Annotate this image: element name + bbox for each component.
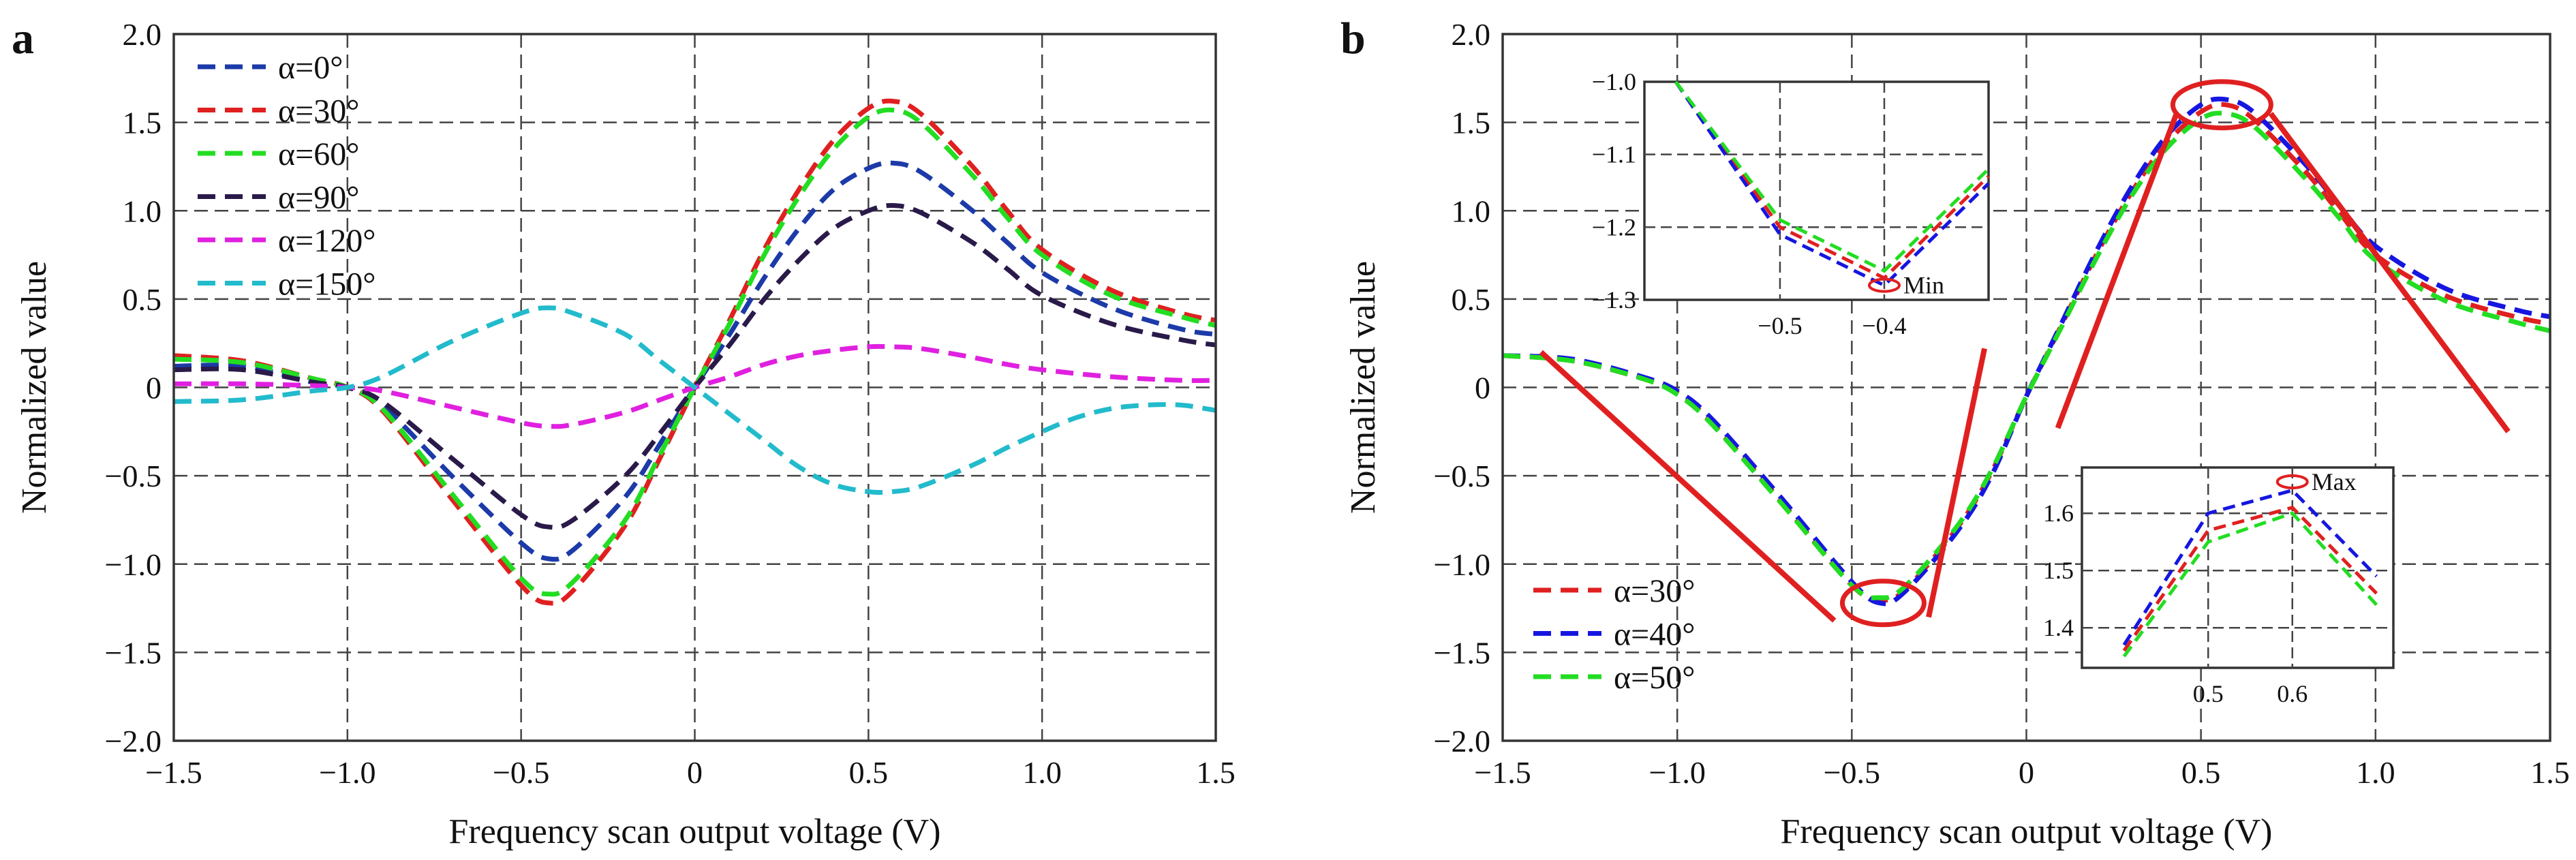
- legend-label: α=40°: [1614, 617, 1695, 653]
- min-label: Min: [1903, 272, 1944, 299]
- min-callout-line: [1539, 350, 1837, 623]
- y-tick-label: −2.0: [105, 724, 162, 758]
- x-tick-label: −0.5: [493, 755, 549, 790]
- x-tick-label: 1.0: [2356, 755, 2395, 790]
- legend-label: α=150°: [278, 266, 375, 303]
- inset-x-tick-label: 0.6: [2277, 680, 2307, 707]
- legend-label: α=50°: [1614, 660, 1695, 696]
- x-tick-label: −1.0: [319, 755, 375, 790]
- y-tick-label: 0: [1475, 371, 1490, 405]
- series-line-3: [173, 202, 1216, 530]
- inset-y-tick-label: −1.3: [1592, 286, 1636, 313]
- inset-x-tick-label: −0.4: [1862, 312, 1906, 339]
- series-line-2: [173, 107, 1216, 597]
- x-tick-label: 0.5: [849, 755, 889, 790]
- max-callout-line: [2055, 112, 2179, 429]
- y-tick-label: 2.0: [1452, 17, 1491, 52]
- y-axis-label: Normalized value: [1344, 261, 1383, 514]
- series-line-4: [173, 343, 1216, 429]
- inset-series-line-0: [1674, 80, 1990, 281]
- legend-label: α=0°: [278, 50, 343, 86]
- annotations: [1539, 79, 2511, 628]
- y-tick-label: 0.5: [123, 282, 162, 317]
- y-tick-label: 1.0: [1452, 194, 1491, 228]
- y-tick-label: −1.5: [1434, 635, 1490, 670]
- series-line-5: [173, 305, 1216, 495]
- x-tick-label: 1.5: [1196, 755, 1236, 790]
- panel-label: a: [12, 14, 34, 63]
- x-tick-label: 1.5: [2530, 755, 2570, 790]
- max-highlight-ellipse: [2170, 79, 2273, 131]
- y-axis-label: Normalized value: [15, 261, 54, 514]
- y-tick-label: −0.5: [105, 459, 162, 493]
- max-callout-line: [2268, 112, 2511, 433]
- y-tick-label: 0.5: [1452, 282, 1491, 317]
- min-inset: −0.5 −0.4 −1.0 −1.1 −1.2 −1.3 Min: [1592, 68, 1990, 339]
- inset-y-tick-label: −1.1: [1592, 141, 1636, 168]
- x-tick-label: 0: [687, 755, 703, 790]
- legend-label: α=120°: [278, 223, 375, 259]
- min-marker-ellipse: [1867, 277, 1901, 293]
- panel-a: −1.5 −1.0 −0.5 0 0.5 1.0 1.5 2.0 1.5 1.0 0.5 0 −0.5 −…: [12, 14, 1236, 851]
- x-axis-label: Frequency scan output voltage (V): [448, 812, 940, 851]
- legend-label: α=90°: [278, 180, 359, 216]
- inset-series-line-1: [2122, 488, 2378, 646]
- y-tick-label: 1.5: [1452, 106, 1491, 140]
- x-tick-label: −0.5: [1824, 755, 1880, 790]
- inset-x-tick-label: −0.5: [1758, 312, 1802, 339]
- inset-series-line-0: [2122, 506, 2378, 652]
- inset-series-line-1: [1674, 80, 1990, 288]
- y-tick-label: −1.0: [105, 547, 162, 582]
- inset-series-line-2: [2122, 511, 2378, 658]
- x-tick-label: 0: [2019, 755, 2034, 790]
- plot-frame: [172, 33, 1217, 742]
- min-callout-line: [1926, 348, 1987, 618]
- max-inset: 0.5 0.6 1.6 1.5 1.4 Max: [2043, 466, 2395, 707]
- inset-series-line-2: [1674, 80, 1990, 273]
- y-tick-label: −1.5: [105, 635, 162, 670]
- inset-frame: [2081, 466, 2395, 669]
- y-tick-label: −1.0: [1434, 547, 1490, 582]
- legend-label: α=30°: [1614, 573, 1695, 609]
- x-tick-label: 0.5: [2181, 755, 2221, 790]
- y-tick-label: −0.5: [1434, 459, 1490, 493]
- y-tick-label: 2.0: [123, 17, 162, 52]
- legend: α=30° α=40° α=50°: [1533, 573, 1695, 696]
- y-tick-label: −2.0: [1434, 724, 1490, 758]
- legend-label: α=60°: [278, 136, 359, 172]
- inset-y-tick-label: 1.5: [2043, 557, 2074, 584]
- x-axis-label: Frequency scan output voltage (V): [1780, 812, 2272, 851]
- y-tick-label: 0: [146, 371, 162, 405]
- series-line-2: [1502, 110, 2551, 600]
- inset-y-tick-label: 1.6: [2043, 500, 2074, 527]
- x-tick-label: −1.5: [145, 755, 202, 790]
- inset-y-tick-label: −1.0: [1592, 68, 1636, 95]
- x-tick-label: −1.5: [1474, 755, 1531, 790]
- inset-y-tick-label: 1.4: [2043, 614, 2074, 641]
- legend-label: α=30°: [278, 93, 359, 129]
- legend: α=0° α=30° α=60° α=90° α=120° α=150°: [198, 50, 375, 303]
- max-label: Max: [2312, 468, 2357, 495]
- inset-y-tick-label: −1.2: [1592, 213, 1636, 241]
- x-tick-label: 1.0: [1022, 755, 1062, 790]
- min-highlight-ellipse: [1839, 579, 1927, 628]
- inset-x-tick-label: 0.5: [2193, 680, 2224, 707]
- y-tick-label: 1.0: [123, 194, 162, 228]
- panel-label: b: [1340, 14, 1366, 63]
- y-tick-label: 1.5: [123, 106, 162, 140]
- plot-frame: [1501, 33, 2551, 742]
- series-line-0: [173, 160, 1216, 562]
- x-tick-label: −1.0: [1649, 755, 1705, 790]
- max-marker-ellipse: [2275, 474, 2309, 489]
